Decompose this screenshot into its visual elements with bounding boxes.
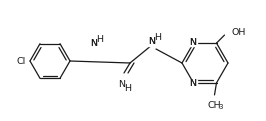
Text: H: H	[97, 34, 103, 44]
Text: H: H	[155, 34, 161, 42]
Text: N: N	[90, 38, 98, 48]
Text: OH: OH	[231, 28, 246, 37]
Bar	[148, 38, 156, 46]
Text: Cl: Cl	[17, 57, 26, 65]
Text: N: N	[90, 38, 98, 48]
Text: N: N	[189, 38, 196, 47]
Bar	[188, 38, 197, 46]
Text: N: N	[118, 80, 126, 89]
Bar	[188, 80, 197, 88]
Text: N: N	[189, 79, 196, 88]
Text: H: H	[124, 84, 131, 93]
Text: N: N	[148, 38, 156, 46]
Bar	[89, 39, 98, 47]
Text: 3: 3	[218, 104, 223, 110]
Text: N: N	[189, 38, 196, 47]
Text: N: N	[189, 79, 196, 88]
Text: CH: CH	[208, 101, 221, 110]
Text: N: N	[148, 38, 156, 46]
